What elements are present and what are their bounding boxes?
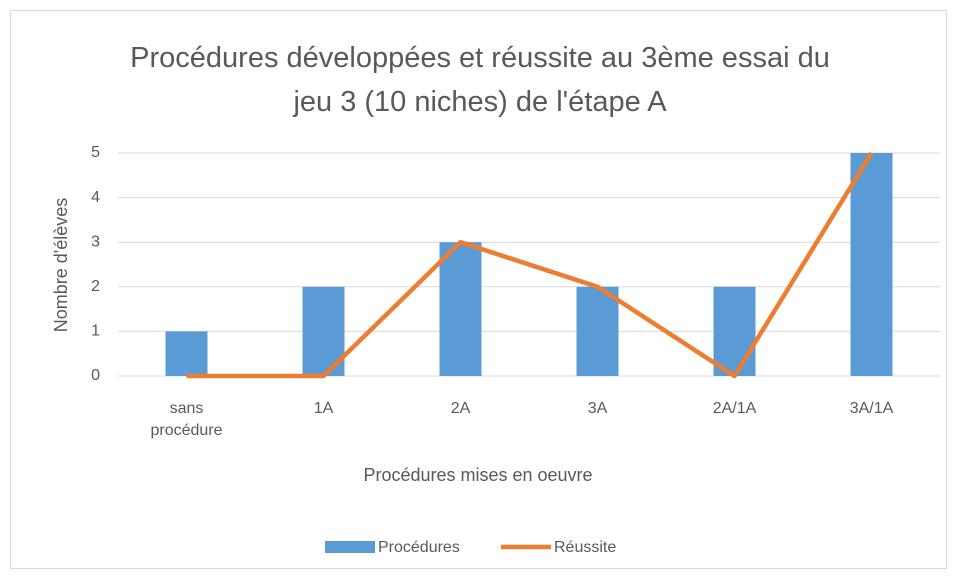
y-tick-label: 0 xyxy=(91,367,100,384)
x-axis-title: Procédures mises en oeuvre xyxy=(363,465,592,485)
x-tick-label: 2A xyxy=(450,400,471,417)
y-tick-label: 3 xyxy=(91,233,100,250)
legend-swatch xyxy=(325,541,375,553)
bar xyxy=(713,286,756,376)
line xyxy=(186,151,874,379)
legend-label: Réussite xyxy=(554,539,616,556)
x-tick-label: sans procédure xyxy=(150,400,223,439)
bar xyxy=(439,242,482,376)
bar xyxy=(165,331,208,376)
x-tick-label: 1A xyxy=(313,400,334,417)
chart-title: Procédures développées et réussite au 3è… xyxy=(130,42,830,118)
y-tick-label: 5 xyxy=(91,144,100,161)
y-tick-label: 2 xyxy=(91,278,100,295)
bar xyxy=(850,153,893,376)
x-tick-label: 2A/1A xyxy=(712,400,757,417)
legend-label: Procédures xyxy=(378,539,460,556)
y-axis-title: Nombre d'élèves xyxy=(51,198,71,333)
bar xyxy=(576,286,619,376)
y-tick-label: 4 xyxy=(91,189,100,206)
y-tick-label: 1 xyxy=(91,323,100,340)
x-tick-label: 3A xyxy=(587,400,608,417)
x-tick-label: 3A/1A xyxy=(849,400,894,417)
